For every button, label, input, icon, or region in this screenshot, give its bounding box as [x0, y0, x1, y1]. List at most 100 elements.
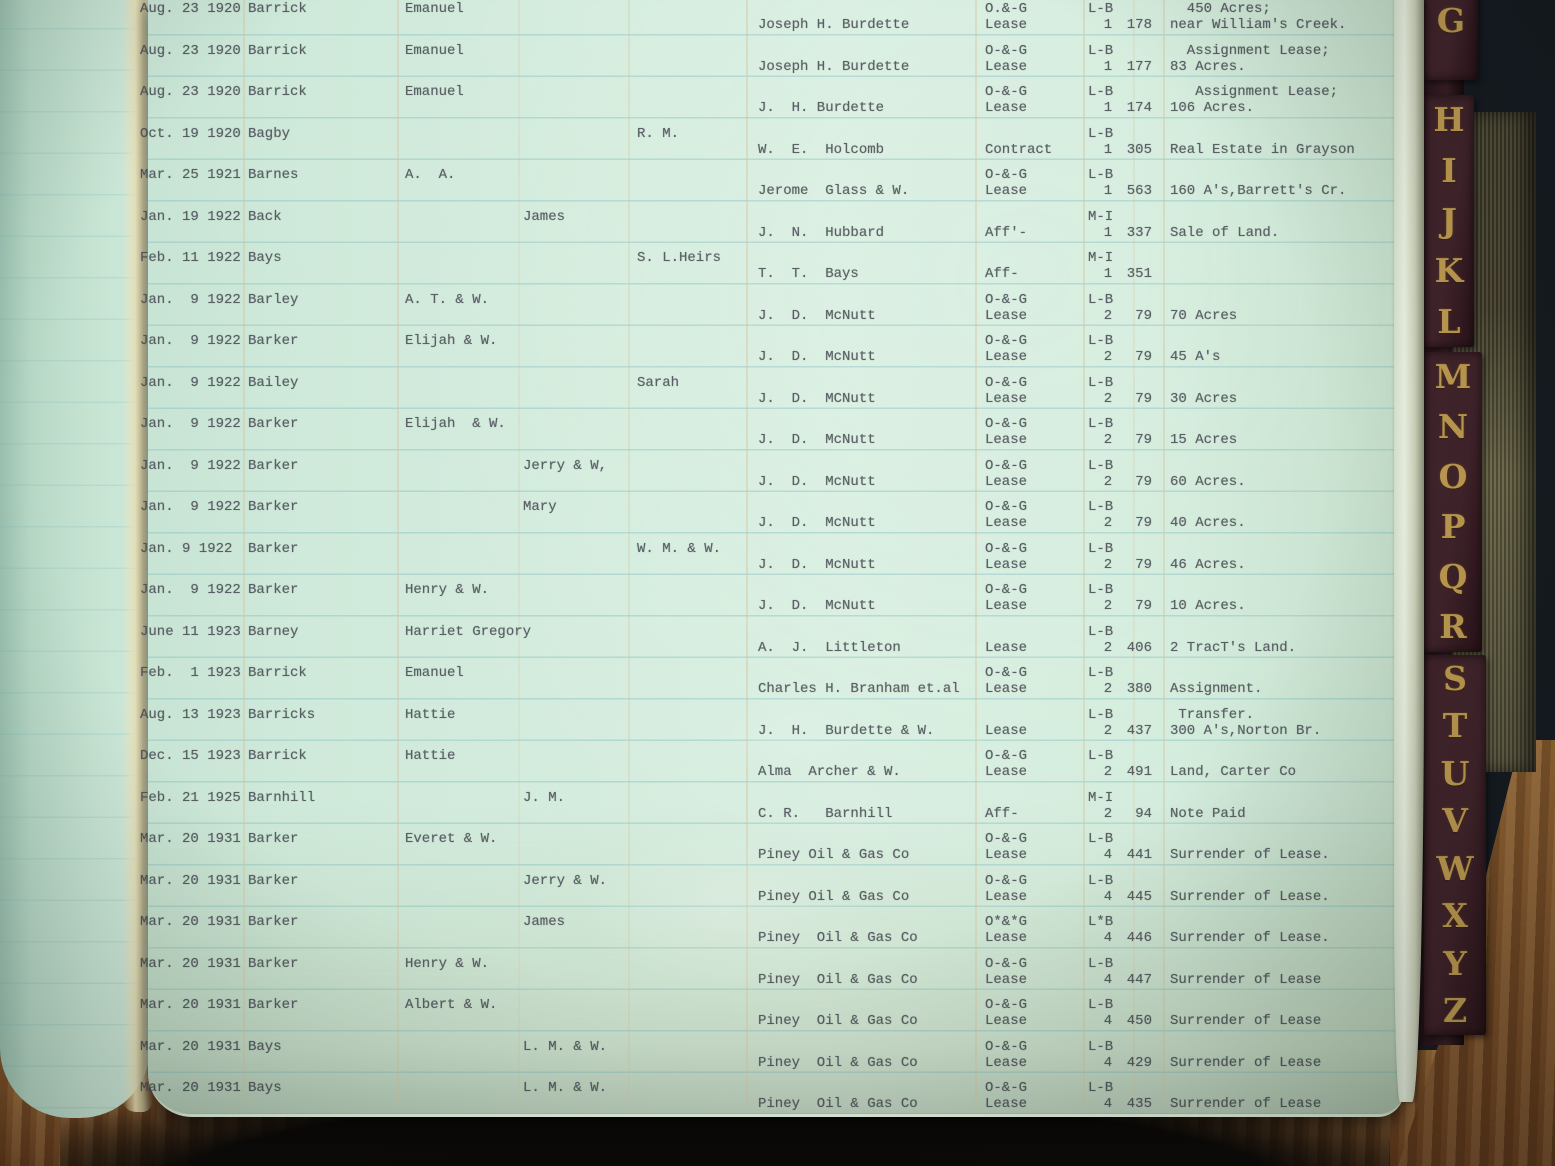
cell-book-label: L-B	[1088, 623, 1114, 640]
cell-page-number: 79	[1135, 432, 1152, 448]
cell-description: 45 A's	[1170, 349, 1221, 365]
cell-surname: Barricks	[248, 706, 316, 723]
tab-letter: W	[1436, 848, 1474, 888]
cell-book-label: L-B	[1088, 42, 1114, 59]
cell-instrument: Lease	[985, 390, 1028, 407]
ledger-row: Mar. 20 1931 Bays L. M. & W. Piney Oil &…	[0, 1038, 1555, 1076]
tab-letter: P	[1440, 507, 1466, 546]
cell-surname: Barley	[248, 291, 299, 308]
cell-date: Mar. 20 1931	[140, 997, 241, 1013]
cell-page-number: 79	[1135, 307, 1152, 324]
cell-given-name: L. M. & W.	[523, 1080, 608, 1096]
cell-instrument: O-&-G	[985, 955, 1028, 972]
ledger-row: Mar. 20 1931 Barker Henry & W. Piney Oil…	[0, 955, 1555, 993]
cell-book-number: 1	[1103, 141, 1113, 158]
cell-description: 60 Acres.	[1170, 473, 1246, 490]
cell-page-number: 563	[1126, 183, 1152, 199]
cell-instrument: O-&-G	[985, 167, 1028, 183]
tab-letter: J	[1441, 200, 1457, 240]
cell-grantee: T. T. Bays	[758, 266, 859, 282]
cell-book-label: L-B	[1088, 955, 1114, 972]
cell-instrument: Lease	[985, 100, 1028, 116]
cell-instrument: Aff-	[985, 805, 1019, 822]
cell-page-number: 406	[1126, 639, 1152, 656]
cell-instrument: O-&-G	[985, 872, 1028, 889]
ruled-lines	[148, 0, 1404, 1114]
cell-book-number: 1	[1103, 17, 1113, 33]
cell-page-number: 491	[1126, 764, 1152, 780]
cell-given-name: A. A.	[405, 167, 456, 183]
cell-surname: Barker	[248, 997, 299, 1013]
cell-surname: Barrick	[248, 42, 307, 59]
cell-page-number: 79	[1135, 349, 1152, 365]
ledger-row: Oct. 19 1920 Bagby R. M. W. E. Holcomb C…	[0, 125, 1555, 163]
cell-book-label: L-B	[1088, 457, 1114, 474]
cell-description: 106 Acres.	[1170, 100, 1255, 116]
cell-instrument: O-&-G	[985, 416, 1028, 432]
cell-instrument: Lease	[985, 183, 1028, 199]
cell-description: near William's Creek.	[1170, 17, 1347, 33]
cell-instrument: O-&-G	[985, 540, 1028, 557]
cell-instrument: Contract	[985, 141, 1053, 158]
cell-date: Jan. 9 1922	[140, 333, 241, 349]
cell-book-label: L-B	[1088, 374, 1114, 391]
column-rule	[243, 0, 245, 1108]
cell-given-name: Sarah	[637, 374, 680, 391]
cell-grantee: J. D. McNutt	[758, 556, 876, 573]
cell-instrument: Lease	[985, 598, 1028, 614]
cell-grantee: Piney Oil & Gas Co	[758, 847, 910, 863]
cell-page-number: 429	[1126, 1054, 1152, 1071]
cell-book-number: 4	[1103, 1054, 1113, 1071]
cell-instrument: Aff'-	[985, 224, 1028, 241]
cell-date: Jan. 9 1922	[140, 499, 241, 515]
cell-surname: Barker	[248, 540, 299, 557]
cell-grantee: Joseph H. Burdette	[758, 17, 910, 33]
cell-instrument: O-&-G	[985, 665, 1028, 681]
cell-instrument: O-&-G	[985, 42, 1028, 59]
ledger-row: Mar. 25 1921 Barnes A. A. Jerome Glass &…	[0, 168, 1555, 204]
cell-surname: Barnes	[248, 167, 299, 183]
cell-given-name: S. L.Heirs	[637, 250, 722, 266]
cell-page-number: 305	[1126, 141, 1152, 158]
tab-letter: U	[1440, 753, 1470, 793]
ledger-row: Jan. 9 1922 Barker Jerry & W, J. D. McNu…	[0, 457, 1555, 495]
cell-book-label: L-B	[1088, 665, 1114, 681]
cell-book-label: L-B	[1088, 333, 1114, 349]
cell-book-number: 2	[1103, 764, 1113, 780]
ledger-rows: Aug. 23 1920 Barrick Emanuel Joseph H. B…	[0, 2, 1555, 1112]
cell-page-number: 450	[1126, 1013, 1152, 1029]
cell-date: Mar. 20 1931	[140, 914, 241, 930]
cell-instrument: Lease	[985, 930, 1028, 946]
cell-instrument: Lease	[985, 681, 1028, 697]
ledger-row: Aug. 13 1923 Barricks Hattie J. H. Burde…	[0, 706, 1555, 744]
cell-description: 160 A's,Barrett's Cr.	[1170, 183, 1347, 199]
cell-date: Oct. 19 1920	[140, 125, 241, 142]
cell-given-name: L. M. & W.	[523, 1038, 608, 1055]
ledger-row: Aug. 23 1920 Barrick Emanuel Joseph H. B…	[0, 42, 1555, 80]
cell-instrument: O-&-G	[985, 831, 1028, 847]
cell-date: Jan. 9 1922	[140, 416, 241, 432]
ledger-row: Jan. 9 1922 Barley A. T. & W. J. D. McNu…	[0, 291, 1555, 329]
cell-description: Surrender of Lease.	[1170, 847, 1330, 863]
cell-book-label: L-B	[1088, 125, 1114, 142]
cell-book-label: L-B	[1088, 499, 1114, 515]
cell-instrument: O-&-G	[985, 499, 1028, 515]
column-rule	[1083, 0, 1085, 1108]
cell-description: Transfer.	[1170, 706, 1255, 723]
cell-date: Jan. 9 1922	[140, 291, 241, 308]
cell-grantee: J. D. McNutt	[758, 432, 876, 448]
cell-grantee: Piney Oil & Gas Co	[758, 1096, 918, 1112]
cell-book-number: 4	[1103, 930, 1113, 946]
cell-description: Surrender of Lease.	[1170, 930, 1330, 946]
cell-instrument: O-&-G	[985, 582, 1028, 598]
cell-instrument: Lease	[985, 639, 1028, 656]
cell-grantee: Alma Archer & W.	[758, 764, 901, 780]
cell-description: 10 Acres.	[1170, 598, 1246, 614]
tab-letter: X	[1442, 896, 1468, 936]
cell-given-name: Elijah & W.	[405, 333, 498, 349]
tab-letter: V	[1442, 801, 1468, 841]
cell-book-number: 2	[1103, 473, 1113, 490]
cell-description: Surrender of Lease	[1170, 1013, 1322, 1029]
cell-instrument: Lease	[985, 473, 1028, 490]
